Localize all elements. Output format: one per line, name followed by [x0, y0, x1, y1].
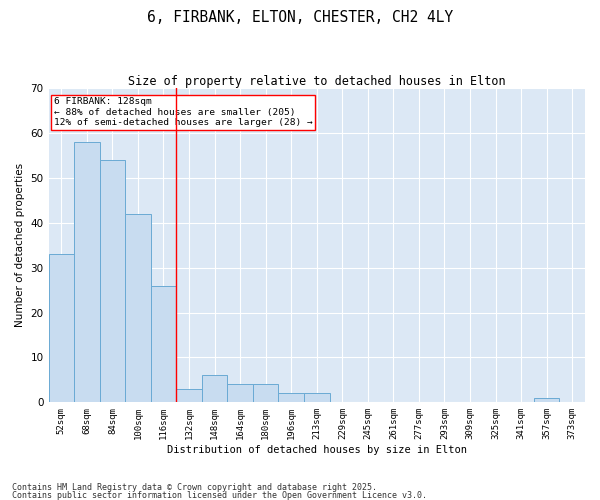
Y-axis label: Number of detached properties: Number of detached properties [15, 163, 25, 327]
Text: Contains public sector information licensed under the Open Government Licence v3: Contains public sector information licen… [12, 490, 427, 500]
Bar [304, 394, 329, 402]
Text: Contains HM Land Registry data © Crown copyright and database right 2025.: Contains HM Land Registry data © Crown c… [12, 484, 377, 492]
Bar [49, 254, 74, 402]
Bar [227, 384, 253, 402]
Bar [278, 394, 304, 402]
Bar [202, 376, 227, 402]
Bar [74, 142, 100, 403]
Bar [253, 384, 278, 402]
Text: 6 FIRBANK: 128sqm
← 88% of detached houses are smaller (205)
12% of semi-detache: 6 FIRBANK: 128sqm ← 88% of detached hous… [54, 98, 313, 127]
Bar [100, 160, 125, 402]
Bar [125, 214, 151, 402]
Bar [151, 286, 176, 403]
Bar [534, 398, 559, 402]
Text: 6, FIRBANK, ELTON, CHESTER, CH2 4LY: 6, FIRBANK, ELTON, CHESTER, CH2 4LY [147, 10, 453, 25]
X-axis label: Distribution of detached houses by size in Elton: Distribution of detached houses by size … [167, 445, 467, 455]
Bar [176, 389, 202, 402]
Title: Size of property relative to detached houses in Elton: Size of property relative to detached ho… [128, 75, 506, 88]
